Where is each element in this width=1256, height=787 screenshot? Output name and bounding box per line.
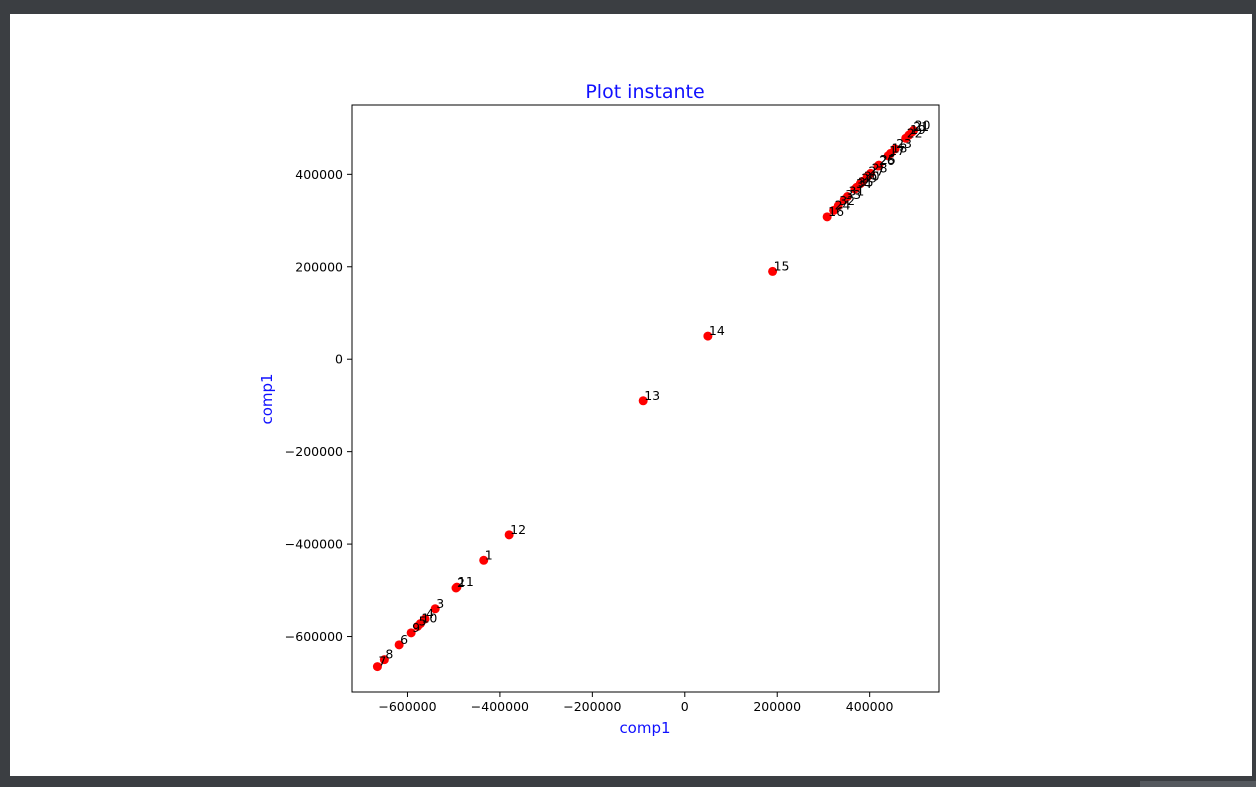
data-point-label: 30 xyxy=(864,168,880,183)
data-point-label: 18 xyxy=(891,141,907,156)
x-tick-label: 200000 xyxy=(753,699,801,714)
data-point xyxy=(638,396,648,406)
data-point-label: 9 xyxy=(412,620,420,635)
data-point xyxy=(890,144,900,154)
plot-axes: −600000 −400000 −200000 0 200000 400000 −60000… xyxy=(285,104,940,714)
data-point xyxy=(430,604,440,614)
data-point xyxy=(379,655,389,665)
data-point xyxy=(822,212,832,222)
data-points xyxy=(372,125,919,672)
data-point-label: 33 xyxy=(845,187,861,202)
data-point-label: 15 xyxy=(774,258,790,273)
chart-title: Plot instante xyxy=(585,81,704,103)
data-point-label: 10 xyxy=(421,611,437,626)
y-axis-label: comp1 xyxy=(258,373,276,424)
data-point-label: 25 xyxy=(880,152,896,167)
y-tick-label: 200000 xyxy=(295,259,343,274)
data-point xyxy=(372,662,382,672)
data-point xyxy=(901,133,911,143)
x-tick-label: −600000 xyxy=(378,699,436,714)
y-tick-label: 400000 xyxy=(295,167,343,182)
data-point-label: 21 xyxy=(913,119,929,134)
data-point-label: 12 xyxy=(510,522,526,537)
data-point-label: 34 xyxy=(856,176,872,191)
data-point xyxy=(452,582,462,592)
y-tick-label: 0 xyxy=(335,352,343,367)
y-tick-label: −200000 xyxy=(285,444,343,459)
data-point-label: 13 xyxy=(644,388,660,403)
data-point-label: 29 xyxy=(861,171,877,186)
data-point-label: 27 xyxy=(868,164,884,179)
data-point xyxy=(852,182,862,192)
data-point-label: 23 xyxy=(896,136,912,151)
data-point xyxy=(504,530,514,540)
data-point-label: 24 xyxy=(835,197,851,212)
x-tick-label: −400000 xyxy=(471,699,529,714)
data-point-label: 35 xyxy=(858,174,874,189)
data-point xyxy=(873,161,883,171)
data-point-label: 14 xyxy=(709,323,725,338)
data-point-label: 2 xyxy=(457,575,465,590)
horizontal-scrollbar[interactable] xyxy=(1140,781,1256,787)
data-point xyxy=(858,176,868,186)
data-point xyxy=(866,168,876,178)
x-tick-label: 400000 xyxy=(846,699,894,714)
data-point xyxy=(703,331,713,341)
y-tick-label: −400000 xyxy=(285,537,343,552)
data-point-label: 16 xyxy=(828,204,844,219)
data-point-label: 20 xyxy=(915,117,931,132)
y-tick-label: −600000 xyxy=(285,629,343,644)
data-point-label: 5 xyxy=(419,613,427,628)
data-point xyxy=(833,201,843,211)
data-point xyxy=(768,266,778,276)
data-point-label: 22 xyxy=(907,125,923,140)
data-point-label: 6 xyxy=(400,632,408,647)
data-point-label: 8 xyxy=(385,647,393,662)
data-point-label: 3 xyxy=(436,596,444,611)
data-point-label: 4 xyxy=(426,606,434,621)
data-point-label: 19 xyxy=(910,122,926,137)
x-tick-label: −200000 xyxy=(563,699,621,714)
data-point-label: 31 xyxy=(848,184,864,199)
x-axis-label: comp1 xyxy=(619,719,670,737)
data-point xyxy=(406,628,416,638)
data-point-label: 1 xyxy=(485,547,493,562)
data-point-label: 28 xyxy=(872,160,888,175)
data-point xyxy=(415,619,425,629)
data-point xyxy=(479,555,489,565)
data-point-label: 32 xyxy=(839,193,855,208)
data-point xyxy=(394,640,404,650)
viewer-bottom-bar xyxy=(0,776,1256,787)
data-point xyxy=(907,127,917,137)
point-labels: 1234567891011121314151617181920212223242… xyxy=(378,117,930,668)
x-tick-label: 0 xyxy=(681,699,689,714)
data-point xyxy=(839,195,849,205)
data-point-label: 26 xyxy=(879,153,895,168)
plot-frame xyxy=(351,104,940,693)
data-point-label: 7 xyxy=(378,654,386,669)
figure-canvas xyxy=(10,14,1252,776)
data-point-label: 11 xyxy=(458,574,474,589)
data-point-label: 17 xyxy=(889,143,905,158)
